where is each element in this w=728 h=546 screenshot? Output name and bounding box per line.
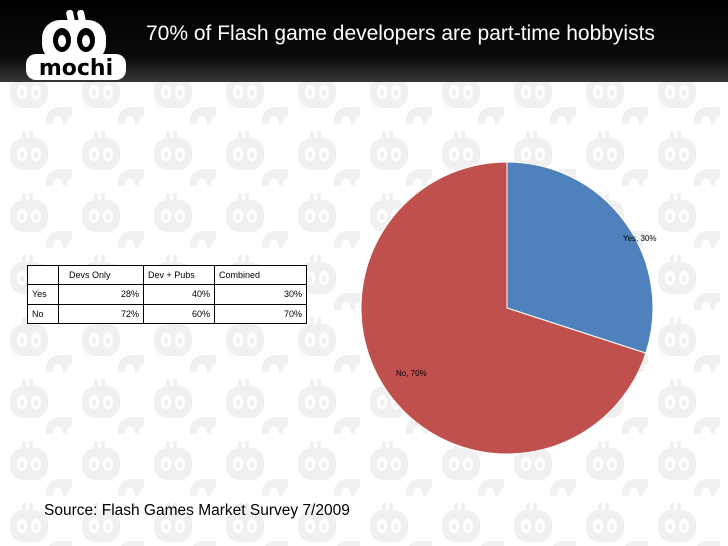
table-header-cell: [27, 264, 59, 286]
table-header-cell: Dev + Pubs: [143, 264, 215, 286]
pie-data-label-yes: Yes, 30%: [623, 234, 657, 243]
source-caption: Source: Flash Games Market Survey 7/2009: [44, 502, 350, 519]
pie-data-label-no: No, 70%: [396, 369, 427, 378]
table-cell: 72%: [58, 303, 144, 325]
pie-slice-yes: [506, 161, 654, 354]
table-row: No 72% 60% 70%: [27, 303, 307, 325]
table-cell: 60%: [143, 303, 215, 325]
pie-slice-no: [360, 161, 647, 455]
table-header-row: Devs Only Dev + Pubs Combined: [27, 264, 307, 286]
table-cell: 40%: [143, 284, 215, 305]
header-bar: mochi 70% of Flash game developers are p…: [0, 0, 728, 82]
survey-table: Devs Only Dev + Pubs Combined Yes 28% 40…: [27, 264, 307, 325]
pie-chart: Yes, 30% No, 70%: [360, 161, 657, 455]
table-header-cell: Devs Only: [58, 264, 144, 286]
table-cell: 70%: [214, 303, 307, 325]
table-cell: 30%: [214, 284, 307, 305]
table-row-label: No: [27, 303, 59, 325]
table-header-cell: Combined: [214, 264, 307, 286]
logo-wordmark: mochi: [39, 56, 113, 81]
mochi-logo: mochi: [26, 9, 126, 81]
table-cell: 28%: [58, 284, 144, 305]
table-row-label: Yes: [27, 284, 59, 305]
table-row: Yes 28% 40% 30%: [27, 284, 307, 305]
page-title: 70% of Flash game developers are part-ti…: [146, 22, 655, 45]
